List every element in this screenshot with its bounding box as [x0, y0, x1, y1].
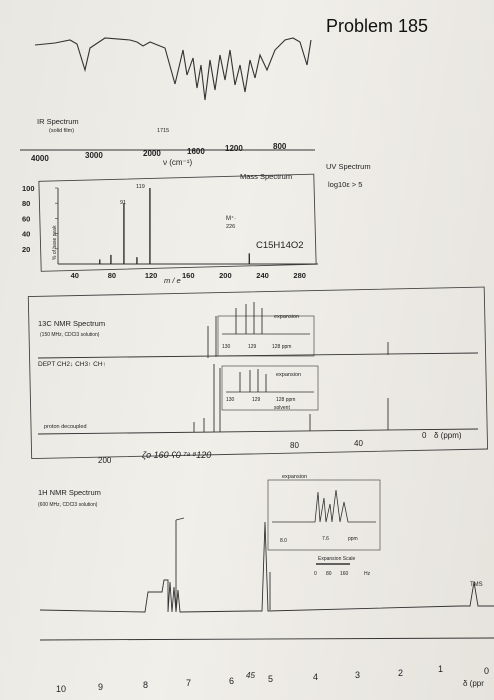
mass-xtick-label: 160 — [182, 271, 195, 280]
mass-ytick-label: 80 — [22, 199, 30, 208]
h1-title: 1H NMR Spectrum — [38, 488, 101, 497]
c13-expansion1-label: expansion — [274, 314, 299, 320]
mass-molecular-ion: M⁺· — [226, 215, 236, 222]
h1-tick-6: 6 — [229, 676, 234, 686]
mass-spectrum: 100 80 60 40 20 40 80 120 160 200 240 280 Mass Spec… — [22, 172, 318, 285]
c13-expansion2-label: expansion — [276, 372, 301, 378]
h1-handwritten-annotation: 45 — [246, 671, 255, 680]
c13-nmr-spectrum: expansion 130 129 128 ppm expansion 130 … — [27, 286, 488, 465]
ir-tick-1600: 1600 — [187, 147, 205, 156]
mass-peak-label-91: 91 — [120, 200, 126, 206]
mass-xtick-label: 120 — [145, 271, 158, 280]
c13-exp2-tick-130: 130 — [226, 397, 235, 403]
ir-trace — [34, 37, 312, 101]
mass-xtick-label: 200 — [219, 271, 232, 280]
h1-exp-tick-8: 8.0 — [280, 538, 287, 544]
c13-tick-80: 80 — [290, 441, 299, 450]
c13-dept-label: DEPT CH2↓ CH3↑ CH↑ — [38, 361, 106, 368]
c13-decoupled-baseline — [37, 428, 479, 435]
c13-proton-decoupled: proton decoupled — [44, 424, 87, 430]
c13-solvent-label: solvent — [274, 405, 290, 411]
mass-formula: C15H14O2 — [256, 240, 304, 251]
mass-ytick-label: 60 — [22, 214, 30, 223]
c13-tick-40: 40 — [354, 439, 363, 448]
mass-ylabel: % of base peak — [52, 225, 58, 260]
c13-expansion2-box — [221, 365, 319, 411]
c13-title: 13C NMR Spectrum — [38, 319, 105, 328]
c13-tick-200: 200 — [98, 456, 112, 465]
mass-molecular-ion-value: 226 — [226, 224, 235, 230]
c13-exp1-tick-128: 128 ppm — [272, 344, 291, 350]
h1-expansion-scale: Expansion Scale — [318, 556, 355, 562]
mass-ytick-label: 20 — [22, 245, 30, 254]
mass-xtick-label: 40 — [71, 271, 79, 280]
h1-scale-80: 80 — [326, 571, 332, 577]
h1-scale-160: 160 — [340, 571, 349, 577]
h1-tick-2: 2 — [398, 668, 403, 678]
h1-scale-0: 0 — [314, 571, 317, 577]
h1-exp-tick-ppm: ppm — [348, 536, 358, 542]
ir-tick-4000: 4000 — [31, 154, 49, 163]
c13-dept-baseline — [37, 352, 479, 359]
c13-frame — [27, 286, 488, 460]
uv-data: log10ε > 5 — [328, 180, 363, 189]
h1-tms-label: TMS — [470, 582, 483, 588]
c13-subtitle: (150 MHz, CDCl3 solution) — [40, 332, 100, 338]
mass-xtick-label: 280 — [293, 271, 306, 280]
mass-ytick-label: 40 — [22, 230, 30, 239]
mass-ytick-label: 100 — [22, 184, 35, 193]
h1-trace — [39, 521, 494, 613]
mass-xlabel: m / e — [164, 276, 181, 285]
ir-tick-1200: 1200 — [225, 144, 243, 153]
ir-title: IR Spectrum — [37, 117, 79, 126]
mass-peak-label-119: 119 — [136, 184, 145, 190]
c13-exp1-tick-130: 130 — [222, 344, 231, 350]
h1-tick-4: 4 — [313, 672, 318, 682]
uv-title: UV Spectrum — [326, 162, 371, 171]
h1-tick-3: 3 — [355, 670, 360, 680]
c13-tick-0: 0 — [422, 431, 427, 440]
h1-expansion-label: expansion — [282, 474, 307, 480]
h1-tick-9: 9 — [98, 682, 103, 692]
c13-exp2-tick-129: 129 — [252, 397, 261, 403]
h1-axis-label: δ (ppr — [463, 679, 484, 688]
mass-xtick-label: 80 — [108, 271, 116, 280]
h1-tick-8: 8 — [143, 680, 148, 690]
h1-scale-hz: Hz — [364, 571, 371, 577]
mass-frame — [38, 173, 317, 272]
h1-nmr-spectrum: expansion 8.0 7.6 ppm Expansion Scale 0 … — [38, 474, 494, 694]
mass-bars — [99, 188, 250, 264]
mass-axes: 100 80 60 40 20 40 80 120 160 200 240 280 — [22, 184, 318, 280]
h1-tick-5: 5 — [268, 674, 273, 684]
problem-title: Problem 185 — [326, 16, 429, 36]
h1-expansion-box — [267, 479, 381, 551]
h1-exp-tick-76: 7.6 — [322, 536, 329, 542]
c13-exp1-tick-129: 129 — [248, 344, 257, 350]
h1-axis-line — [39, 637, 494, 641]
c13-axis-label: δ (ppm) — [434, 431, 462, 440]
h1-tick-10: 10 — [56, 684, 66, 694]
h1-tick-7: 7 — [186, 678, 191, 688]
ir-subtitle: (solid film) — [49, 128, 74, 134]
h1-tick-0: 0 — [484, 666, 489, 676]
c13-expansion1-box — [217, 315, 315, 357]
ir-peak-label: 1715 — [157, 128, 169, 134]
mass-xtick-label: 240 — [256, 271, 269, 280]
ir-spectrum: IR Spectrum (solid film) 1715 4000 3000 … — [20, 37, 315, 167]
h1-tick-1: 1 — [438, 664, 443, 674]
ir-tick-3000: 3000 — [85, 151, 103, 160]
mass-title: Mass Spectrum — [240, 172, 292, 181]
ir-tick-2000: 2000 — [143, 149, 161, 158]
ir-tick-800: 800 — [273, 142, 287, 151]
ir-axis-label: ν (cm⁻¹) — [163, 158, 192, 167]
h1-subtitle: (600 MHz, CDCl3 solution) — [38, 502, 98, 508]
c13-handwritten-annotation: ζo 160 ʕ0 ⁷ᵃ ⁸120 — [142, 450, 211, 460]
c13-exp2-tick-128: 128 ppm — [276, 397, 295, 403]
